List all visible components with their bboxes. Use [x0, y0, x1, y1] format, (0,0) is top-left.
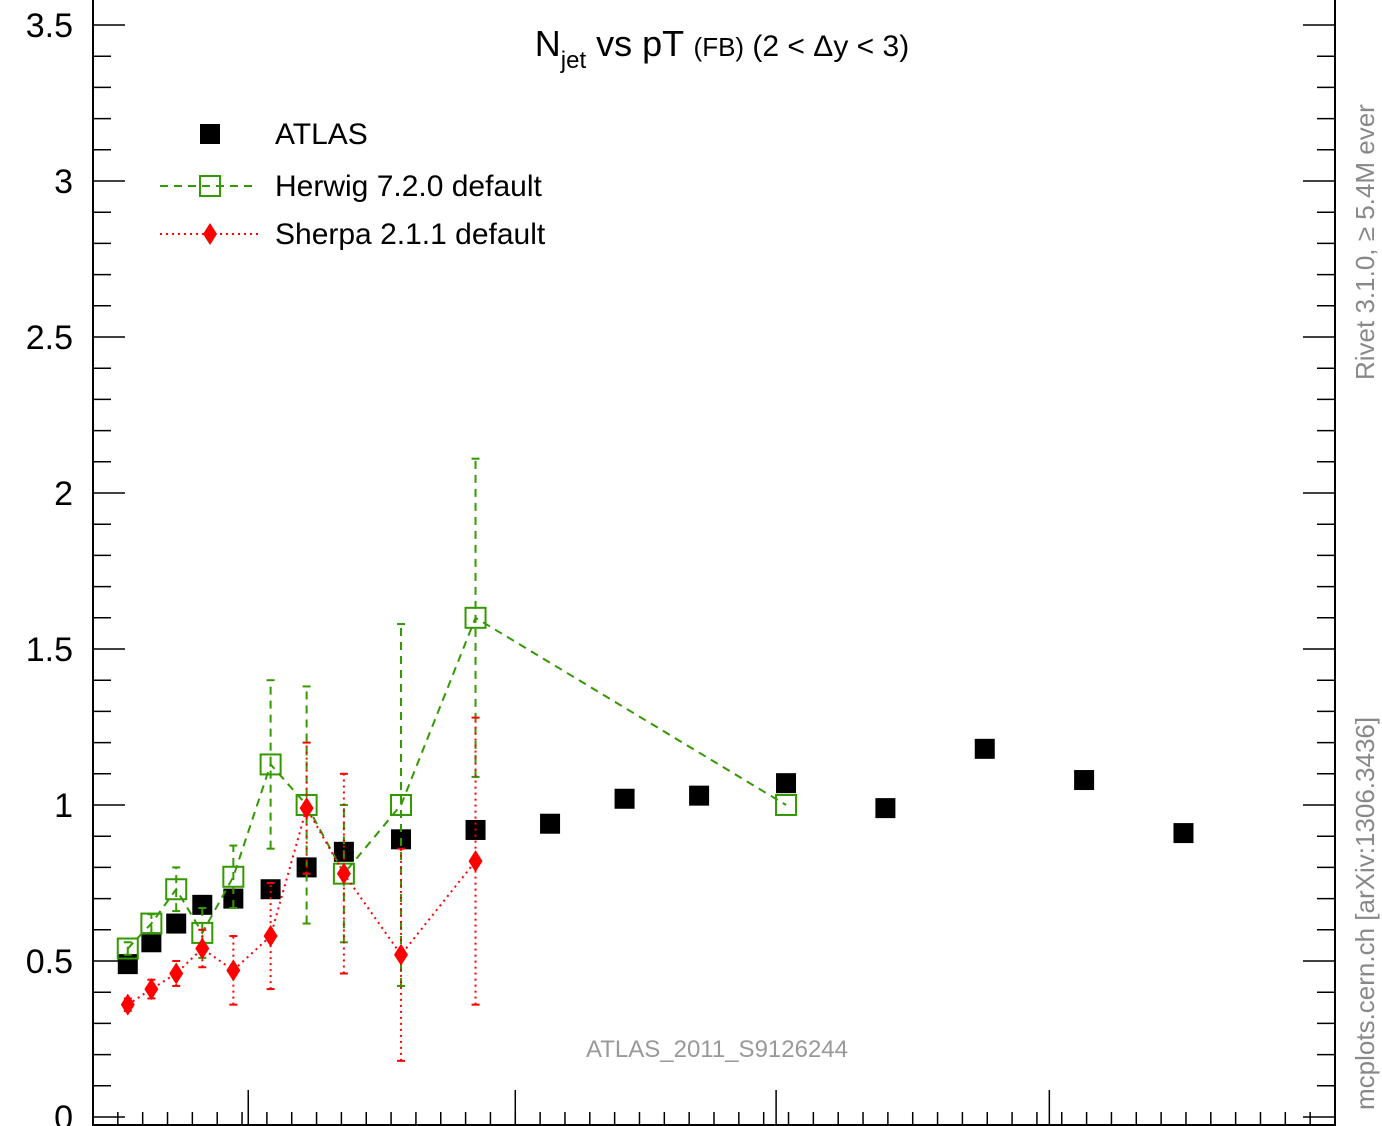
legend-marker	[200, 124, 220, 144]
data-point	[540, 814, 560, 834]
rivet-version-label: Rivet 3.1.0, ≥ 5.4M ever	[1350, 104, 1380, 380]
data-point	[264, 925, 278, 947]
data-point	[169, 962, 183, 984]
axis-ticks: 0 0.5 1 1.5 2 2.5 3 3.5	[26, 7, 1335, 1126]
legend-item: Herwig 7.2.0 default	[160, 170, 542, 203]
data-point	[226, 959, 240, 981]
legend: ATLAS Herwig 7.2.0 default Sherpa 2.1.1 de…	[160, 118, 546, 251]
legend-item: Sherpa 2.1.1 default	[160, 218, 546, 251]
data-point	[975, 739, 995, 759]
data-point	[144, 978, 158, 1000]
source-label: mcplots.cern.ch [arXiv:1306.3436]	[1350, 717, 1380, 1110]
y-tick-label: 3	[54, 163, 73, 201]
y-tick-label: 2.5	[26, 319, 73, 357]
data-point	[615, 789, 635, 809]
data-point	[141, 932, 161, 952]
legend-item: ATLAS	[200, 118, 368, 151]
y-tick-label: 2	[54, 475, 73, 513]
legend-label: ATLAS	[275, 118, 368, 151]
series-herwig-7-2-0-default	[118, 459, 796, 986]
data-point	[689, 786, 709, 806]
data-point	[1074, 770, 1094, 790]
chart-title: Njet vs pT (FB) (2 < Δy < 3)	[535, 23, 909, 74]
plot-frame	[93, 0, 1335, 1126]
data-point	[195, 938, 209, 960]
y-tick-label: 0.5	[26, 943, 73, 981]
data-point	[121, 994, 135, 1016]
data-point	[1173, 823, 1193, 843]
legend-label: Sherpa 2.1.1 default	[275, 218, 546, 251]
data-point	[118, 954, 138, 974]
data-point	[875, 798, 895, 818]
data-point	[166, 914, 186, 934]
legend-marker	[203, 223, 217, 245]
y-tick-label: 3.5	[26, 7, 73, 45]
data-point	[776, 773, 796, 793]
y-tick-label: 1.5	[26, 631, 73, 669]
y-tick-label: 0	[54, 1099, 73, 1126]
data-series	[118, 459, 1194, 1061]
y-tick-label: 1	[54, 787, 73, 825]
analysis-watermark: ATLAS_2011_S9126244	[586, 1036, 848, 1063]
legend-label: Herwig 7.2.0 default	[275, 170, 542, 203]
data-point	[337, 863, 351, 885]
